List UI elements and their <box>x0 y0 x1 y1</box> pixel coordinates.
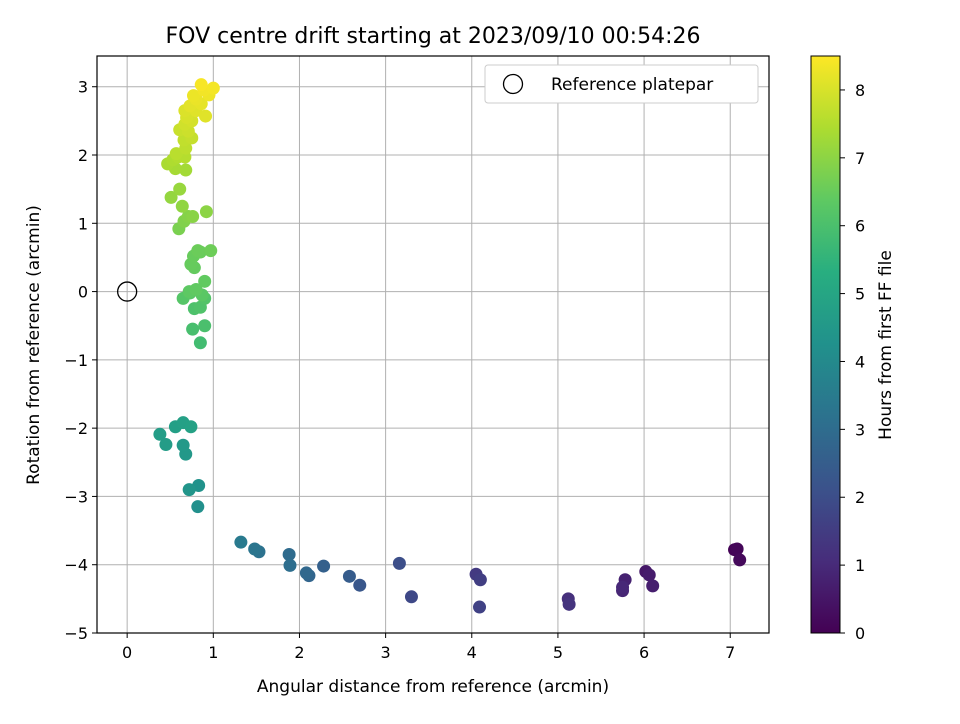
y-tick-label: 3 <box>78 78 88 97</box>
data-point <box>193 336 207 350</box>
y-tick-label: −4 <box>64 556 88 575</box>
colorbar-tick-label: 2 <box>855 488 865 507</box>
data-points <box>153 78 747 614</box>
data-point <box>248 542 262 556</box>
data-point <box>282 547 296 561</box>
data-point <box>189 283 203 297</box>
data-point <box>194 78 208 92</box>
data-point <box>198 274 212 288</box>
x-tick-label: 7 <box>725 643 735 662</box>
colorbar-ticks: 0 1 2 3 4 5 6 7 8 <box>840 81 865 643</box>
data-point <box>186 209 200 223</box>
data-point <box>342 569 356 583</box>
colorbar-tick-label: 0 <box>855 624 865 643</box>
x-tick-label: 5 <box>553 643 563 662</box>
x-axis-label: Angular distance from reference (arcmin) <box>257 677 609 697</box>
data-point <box>562 597 576 611</box>
y-axis-label: Rotation from reference (arcmin) <box>24 205 44 485</box>
data-point <box>186 89 200 103</box>
data-point <box>159 438 173 452</box>
data-point <box>473 600 487 614</box>
data-point <box>184 420 198 434</box>
data-point <box>173 182 187 196</box>
data-point <box>730 542 744 556</box>
grid-lines <box>97 56 769 634</box>
colorbar-tick-label: 6 <box>855 217 865 236</box>
chart-title: FOV centre drift starting at 2023/09/10 … <box>166 24 701 49</box>
data-point <box>191 244 205 258</box>
data-point <box>153 427 167 441</box>
colorbar-tick-label: 1 <box>855 556 865 575</box>
data-point <box>283 558 297 572</box>
y-axis-ticks: −5 −4 −3 −2 −1 0 1 2 3 <box>64 78 97 643</box>
y-tick-label: 1 <box>78 214 88 233</box>
legend-marker <box>502 73 524 95</box>
data-point <box>199 205 213 219</box>
data-point <box>299 566 313 580</box>
x-tick-label: 2 <box>294 643 304 662</box>
colorbar-tick-label: 8 <box>855 81 865 100</box>
data-point <box>182 483 196 497</box>
y-tick-label: −5 <box>64 624 88 643</box>
x-tick-label: 4 <box>467 643 477 662</box>
y-tick-label: 0 <box>78 283 88 302</box>
x-axis-ticks: 0 1 2 3 4 5 6 7 <box>122 633 735 662</box>
data-point <box>191 500 205 514</box>
x-tick-label: 3 <box>381 643 391 662</box>
data-point <box>204 244 218 258</box>
y-tick-label: −2 <box>64 419 88 438</box>
reference-platepar-marker <box>117 281 138 302</box>
colorbar <box>810 55 841 634</box>
y-tick-label: −3 <box>64 487 88 506</box>
data-point <box>404 590 418 604</box>
data-point <box>646 579 660 593</box>
y-tick-label: −1 <box>64 351 88 370</box>
data-point <box>234 535 248 549</box>
data-point <box>353 578 367 592</box>
data-point <box>175 199 189 213</box>
data-point <box>169 147 183 161</box>
data-point <box>642 568 656 582</box>
data-point <box>199 109 213 123</box>
legend-box <box>484 64 759 104</box>
data-point <box>733 553 747 567</box>
data-point <box>198 319 212 333</box>
colorbar-tick-label: 7 <box>855 149 865 168</box>
data-point <box>176 438 190 452</box>
legend: Reference platepar <box>484 64 759 104</box>
data-point <box>473 573 487 587</box>
data-point <box>206 81 220 95</box>
colorbar-tick-label: 3 <box>855 420 865 439</box>
data-point <box>179 163 193 177</box>
colorbar-tick-label: 5 <box>855 285 865 304</box>
x-tick-label: 1 <box>208 643 218 662</box>
x-tick-label: 0 <box>122 643 132 662</box>
data-point <box>164 190 178 204</box>
colorbar-label: Hours from first FF file <box>876 250 896 440</box>
legend-label: Reference platepar <box>551 75 713 95</box>
plot-frame <box>96 55 770 634</box>
data-point <box>616 580 630 594</box>
colorbar-tick-label: 4 <box>855 352 865 371</box>
y-tick-label: 2 <box>78 146 88 165</box>
data-point <box>186 322 200 336</box>
data-point <box>392 556 406 570</box>
data-point <box>317 559 331 573</box>
x-tick-label: 6 <box>639 643 649 662</box>
